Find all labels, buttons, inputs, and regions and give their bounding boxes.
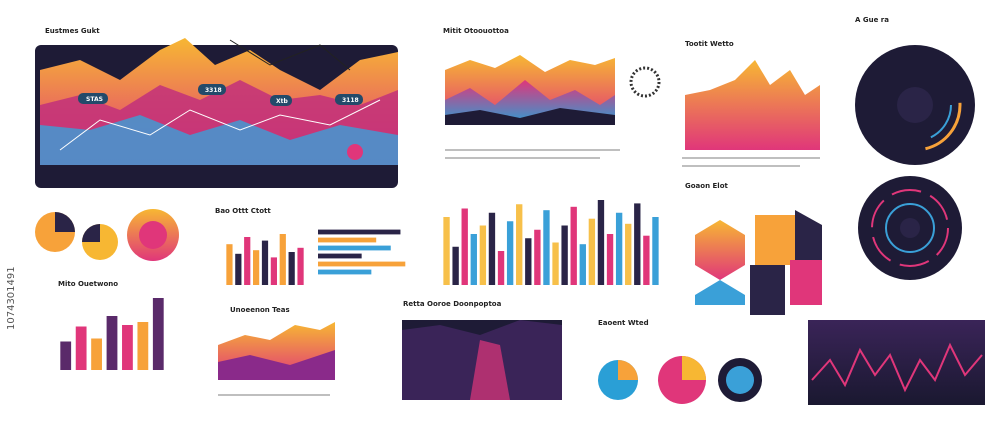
bar bbox=[606, 234, 614, 285]
bar bbox=[461, 208, 468, 285]
bar bbox=[318, 229, 401, 235]
bar bbox=[253, 250, 260, 285]
bar bbox=[122, 325, 133, 370]
title: A Gue ra bbox=[855, 16, 889, 24]
bar bbox=[516, 204, 523, 285]
area-panel bbox=[445, 55, 661, 159]
title: Retta Ooroe Doonpoptoa bbox=[403, 300, 502, 308]
grid-panel bbox=[402, 320, 562, 400]
title: Eaoent Wted bbox=[598, 319, 649, 327]
bar bbox=[75, 326, 87, 370]
bar bbox=[288, 252, 295, 285]
bar bbox=[470, 234, 477, 285]
pies bbox=[35, 209, 179, 261]
bar bbox=[279, 234, 286, 285]
bar bbox=[570, 206, 577, 285]
tag: 3118 bbox=[342, 97, 359, 104]
bar bbox=[625, 223, 632, 285]
tag: STAS bbox=[86, 96, 103, 103]
bar bbox=[525, 238, 532, 285]
bar bbox=[615, 212, 623, 285]
title: Eustmes Gukt bbox=[45, 27, 100, 35]
bar bbox=[270, 257, 277, 285]
bar bbox=[579, 244, 586, 285]
bar bbox=[318, 245, 391, 251]
bar bbox=[261, 240, 269, 285]
bar bbox=[634, 203, 641, 285]
bar bbox=[497, 251, 505, 285]
area-panel bbox=[218, 322, 335, 396]
tag: Xtb bbox=[276, 98, 288, 105]
title: Mitit Otoouottoa bbox=[443, 27, 509, 35]
bar bbox=[91, 338, 102, 370]
bar bbox=[597, 200, 605, 285]
image-id: 1074301491 bbox=[6, 266, 17, 330]
bar bbox=[297, 247, 304, 285]
bar bbox=[235, 253, 242, 285]
bar bbox=[244, 237, 251, 285]
chart-title: Bao Ottt Ctott bbox=[215, 207, 271, 215]
bar bbox=[488, 212, 496, 285]
bar bbox=[543, 210, 550, 285]
tag: 3318 bbox=[205, 87, 222, 94]
area-panel: STAS 3318 Xtb 3118 bbox=[35, 38, 398, 188]
bar bbox=[152, 298, 164, 370]
bar bbox=[318, 261, 406, 267]
gauge bbox=[855, 45, 975, 165]
radar-circle bbox=[858, 176, 962, 280]
bar bbox=[318, 269, 372, 275]
bar bbox=[226, 244, 233, 285]
bar bbox=[561, 225, 568, 285]
bar bbox=[318, 253, 362, 259]
bar bbox=[534, 229, 541, 285]
hexagons bbox=[695, 210, 822, 315]
bar bbox=[443, 217, 450, 285]
bar bbox=[479, 225, 487, 285]
pies bbox=[598, 356, 762, 404]
area-panel bbox=[682, 60, 820, 167]
bar bbox=[588, 218, 596, 285]
bar bbox=[652, 217, 659, 285]
bar bbox=[60, 341, 72, 370]
bar bbox=[506, 221, 514, 285]
title: Tootit Wetto bbox=[685, 40, 734, 48]
title: Goaon Elot bbox=[685, 182, 728, 190]
bar bbox=[452, 246, 459, 285]
bar bbox=[318, 237, 377, 243]
title: Unoeenon Teas bbox=[230, 306, 290, 314]
bar bbox=[106, 316, 118, 370]
bar bbox=[643, 235, 650, 285]
bar bbox=[137, 322, 149, 370]
line-panel bbox=[808, 320, 985, 405]
bar bbox=[552, 242, 559, 285]
chart-title: Mito Ouetwono bbox=[58, 280, 118, 288]
